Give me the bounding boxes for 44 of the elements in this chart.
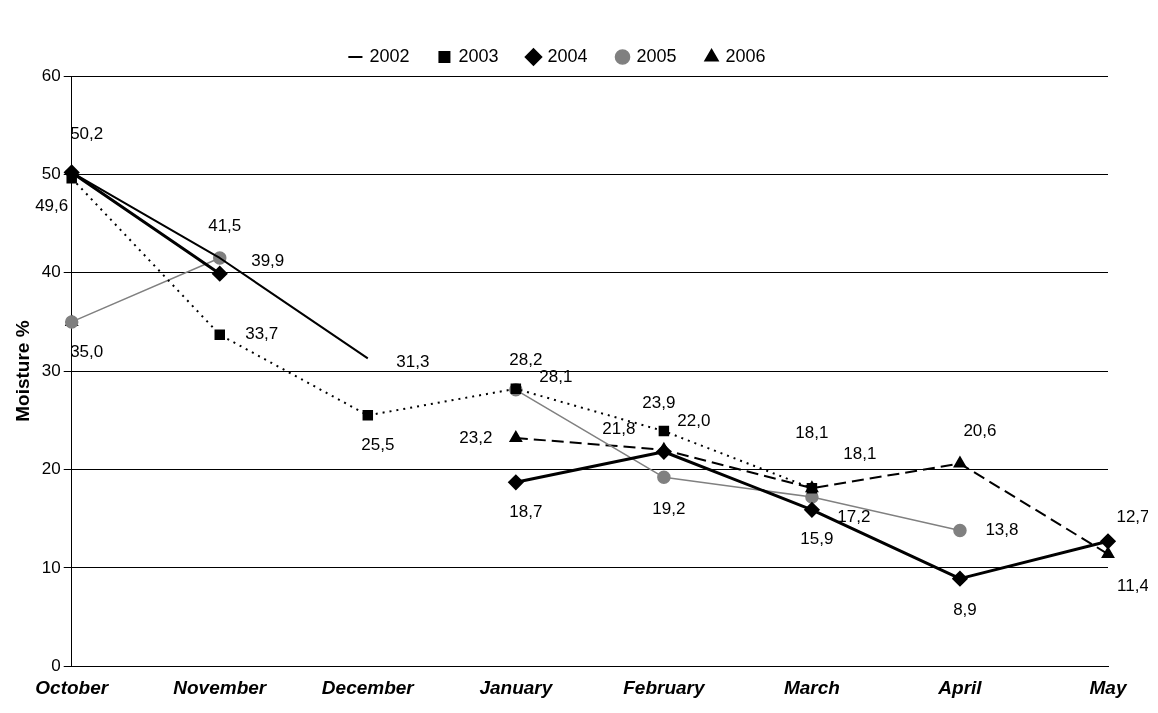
x-tick-label: April <box>937 676 983 698</box>
data-label: 23,9 <box>642 392 676 412</box>
x-tick-label: May <box>1089 676 1128 698</box>
y-axis-title: Moisture % <box>11 320 33 422</box>
data-label: 35,0 <box>70 341 104 361</box>
data-label: 15,9 <box>800 529 834 549</box>
data-label: 31,3 <box>396 352 430 371</box>
legend-label: 2006 <box>725 45 766 66</box>
data-label: 13,8 <box>985 520 1019 540</box>
data-label: 22,0 <box>677 411 711 431</box>
data-label: 18,1 <box>795 422 829 442</box>
legend-label: 2004 <box>547 45 588 66</box>
data-label: 8,9 <box>953 600 977 620</box>
x-tick-label: March <box>783 676 840 698</box>
x-tick-label: January <box>479 676 554 698</box>
legend-label: 2003 <box>458 45 499 66</box>
x-tick-label: October <box>35 676 110 698</box>
y-tick-label: 0 <box>51 655 61 675</box>
data-label: 23,2 <box>459 427 493 447</box>
x-tick-label: November <box>173 676 268 698</box>
data-label: 19,2 <box>652 499 686 519</box>
y-tick-label: 50 <box>41 164 61 184</box>
data-label: 39,9 <box>251 251 285 271</box>
data-label: 33,7 <box>245 324 279 344</box>
data-label: 11,4 <box>1117 575 1149 595</box>
data-label: 28,2 <box>509 350 543 370</box>
y-tick-label: 30 <box>41 360 61 380</box>
x-tick-label: February <box>623 676 706 698</box>
data-label: 18,1 <box>843 443 877 463</box>
legend-label: 2005 <box>636 45 677 66</box>
x-tick-label: December <box>321 676 416 698</box>
y-tick-label: 60 <box>41 65 61 85</box>
y-tick-label: 10 <box>41 557 61 577</box>
data-label: 21,8 <box>602 419 636 439</box>
data-label: 25,5 <box>361 435 395 455</box>
data-label: 17,2 <box>837 506 871 526</box>
y-tick-label: 40 <box>41 262 61 282</box>
data-label: 12,7 <box>1116 506 1150 526</box>
y-tick-label: 20 <box>41 459 61 479</box>
data-label: 49,6 <box>35 195 69 215</box>
legend-label: 2002 <box>369 45 410 66</box>
data-label: 41,5 <box>208 215 242 235</box>
data-label: 18,7 <box>509 501 543 521</box>
data-label: 20,6 <box>963 421 997 441</box>
